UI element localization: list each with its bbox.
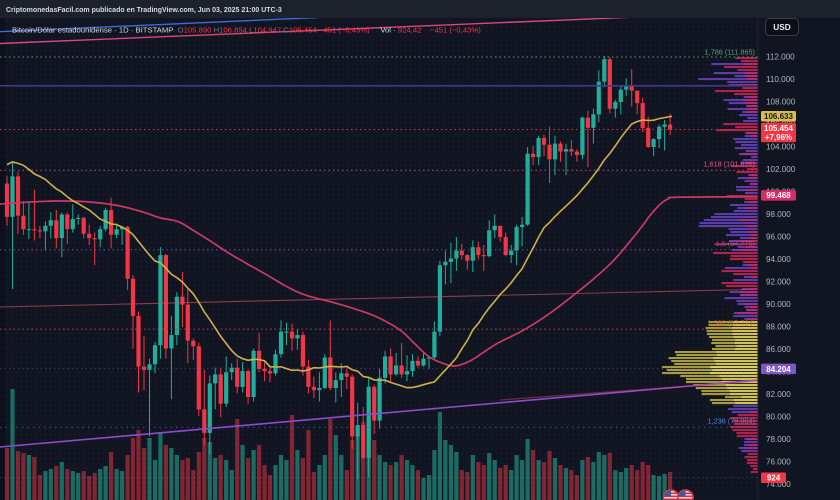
svg-text:80.000: 80.000	[766, 413, 791, 422]
svg-text:USD: USD	[773, 22, 791, 32]
svg-text:+7,96%: +7,96%	[765, 133, 792, 142]
svg-text:CriptomonedasFacil.com publica: CriptomonedasFacil.com publicado en Trad…	[6, 7, 282, 14]
svg-text:1,618 (101.826): 1,618 (101.826)	[703, 160, 755, 169]
svg-text:106.633: 106.633	[764, 112, 793, 121]
svg-text:102.000: 102.000	[766, 165, 796, 174]
svg-text:78.000: 78.000	[766, 435, 791, 444]
svg-text:924: 924	[767, 474, 781, 483]
svg-text:105.454: 105.454	[764, 124, 793, 133]
svg-text:110.000: 110.000	[766, 75, 795, 84]
svg-text:1,236 (79.004): 1,236 (79.004)	[708, 417, 755, 426]
svg-text:84.204: 84.204	[766, 365, 791, 374]
svg-text:94.000: 94.000	[766, 255, 791, 264]
svg-text:104.000: 104.000	[766, 142, 796, 151]
svg-text:99.468: 99.468	[766, 191, 791, 200]
svg-text:108.000: 108.000	[766, 97, 796, 106]
svg-text:90.000: 90.000	[766, 300, 791, 309]
svg-text:1,786 (111.865): 1,786 (111.865)	[705, 48, 755, 57]
svg-text:88.000: 88.000	[766, 323, 791, 332]
svg-text:Bitcoin/Dólar estadounidense ·: Bitcoin/Dólar estadounidense · 1D · BITS…	[12, 26, 481, 35]
svg-text:1,382 (87.724): 1,382 (87.724)	[708, 319, 755, 328]
svg-text:1,5 (94.775): 1,5 (94.775)	[716, 239, 755, 248]
svg-text:112.000: 112.000	[766, 52, 795, 61]
svg-text:74.000: 74.000	[766, 480, 791, 489]
svg-text:76.000: 76.000	[766, 458, 791, 467]
svg-text:98.000: 98.000	[766, 210, 791, 219]
svg-text:82.000: 82.000	[766, 390, 791, 399]
svg-text:92.000: 92.000	[766, 278, 791, 287]
svg-text:96.000: 96.000	[766, 232, 791, 241]
svg-text:86.000: 86.000	[766, 345, 791, 354]
